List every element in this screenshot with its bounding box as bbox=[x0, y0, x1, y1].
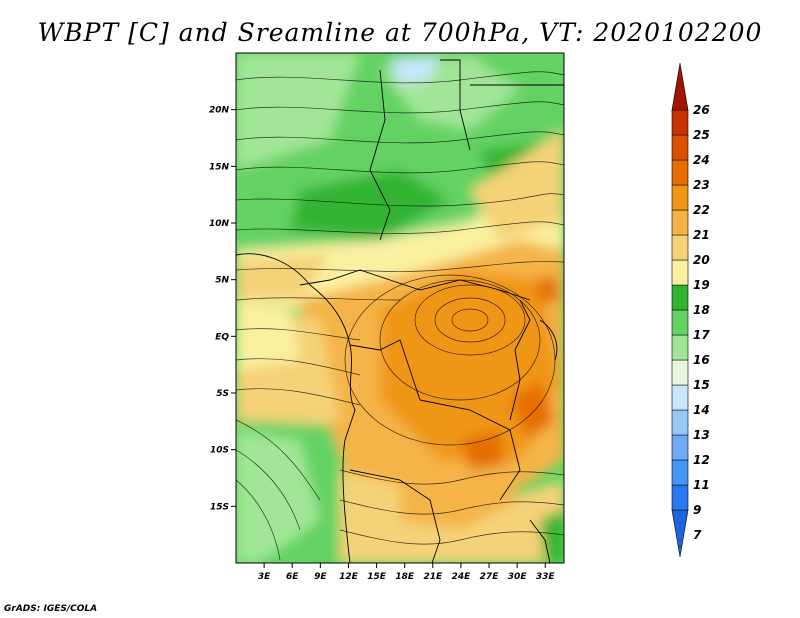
colorbar-level-label: 9 bbox=[693, 503, 701, 517]
colorbar-level-label: 25 bbox=[693, 128, 710, 142]
latitude-axis: 20N 15N 10N 5N EQ 5S 10S 15S bbox=[209, 106, 236, 512]
colorbar-level-label: 11 bbox=[693, 478, 710, 492]
colorbar-swatch bbox=[671, 484, 689, 511]
lat-tick-label: EQ bbox=[215, 332, 229, 342]
colorbar-level-label: 13 bbox=[693, 428, 710, 442]
chart-title: WBPT [C] and Sreamline at 700hPa, VT: 20… bbox=[37, 18, 763, 47]
colorbar-swatch bbox=[671, 259, 689, 286]
colorbar-swatch bbox=[671, 309, 689, 336]
colorbar-level-label: 7 bbox=[693, 528, 702, 542]
colorbar-swatch bbox=[671, 134, 689, 161]
colorbar-swatch bbox=[671, 459, 689, 486]
colorbar-swatch bbox=[671, 509, 689, 558]
colorbar: 7 9 11 12 13 14 15 16 17 18 19 20 21 22 23 24 25 26 bbox=[671, 62, 710, 558]
colorbar-level-label: 24 bbox=[693, 153, 710, 167]
colorbar-level-label: 22 bbox=[693, 203, 710, 217]
lon-tick-label: 9E bbox=[314, 572, 327, 582]
lat-tick-label: 15S bbox=[210, 502, 229, 512]
colorbar-swatch bbox=[671, 184, 689, 211]
longitude-axis: 3E 6E 9E 12E 15E 18E 21E 24E 27E 30E 33E bbox=[258, 563, 556, 582]
lon-tick-label: 24E bbox=[452, 572, 472, 582]
colorbar-swatch bbox=[671, 234, 689, 261]
lon-tick-label: 30E bbox=[508, 572, 528, 582]
colorbar-level-label: 20 bbox=[693, 253, 710, 267]
country-borders bbox=[236, 59, 564, 563]
colorbar-swatch bbox=[671, 334, 689, 361]
lon-tick-label: 33E bbox=[536, 572, 556, 582]
colorbar-swatch bbox=[671, 62, 689, 111]
colorbar-swatch bbox=[671, 359, 689, 386]
colorbar-swatch bbox=[671, 384, 689, 411]
colorbar-swatch bbox=[671, 159, 689, 186]
map-frame bbox=[235, 52, 565, 564]
colorbar-swatch bbox=[671, 434, 689, 461]
colorbar-level-label: 23 bbox=[693, 178, 710, 192]
lat-tick-label: 20N bbox=[209, 106, 230, 116]
colorbar-level-label: 16 bbox=[693, 353, 710, 367]
lon-tick-label: 6E bbox=[286, 572, 299, 582]
colorbar-swatch bbox=[671, 109, 689, 136]
grads-credit: GrADS: IGES/COLA bbox=[4, 604, 98, 614]
lat-tick-label: 5N bbox=[215, 276, 229, 286]
lon-tick-label: 21E bbox=[423, 572, 443, 582]
colorbar-level-label: 18 bbox=[693, 303, 710, 317]
colorbar-level-label: 17 bbox=[693, 328, 710, 342]
colorbar-level-label: 12 bbox=[693, 453, 710, 467]
colorbar-swatch bbox=[671, 209, 689, 236]
lon-tick-label: 18E bbox=[395, 572, 415, 582]
colorbar-level-label: 14 bbox=[693, 403, 710, 417]
wbpt-field bbox=[236, 53, 564, 563]
lon-tick-label: 12E bbox=[339, 572, 359, 582]
lon-tick-label: 27E bbox=[480, 572, 500, 582]
lon-tick-label: 15E bbox=[367, 572, 387, 582]
lat-tick-label: 5S bbox=[216, 389, 229, 399]
lat-tick-label: 15N bbox=[209, 162, 230, 172]
lon-tick-label: 3E bbox=[258, 572, 271, 582]
colorbar-level-label: 15 bbox=[693, 378, 710, 392]
colorbar-swatch bbox=[671, 284, 689, 311]
colorbar-swatch bbox=[671, 409, 689, 436]
colorbar-level-label: 21 bbox=[693, 228, 710, 242]
lat-tick-label: 10S bbox=[210, 446, 229, 456]
colorbar-level-label: 26 bbox=[693, 103, 710, 117]
lat-tick-label: 10N bbox=[209, 219, 230, 229]
colorbar-level-label: 19 bbox=[693, 278, 710, 292]
